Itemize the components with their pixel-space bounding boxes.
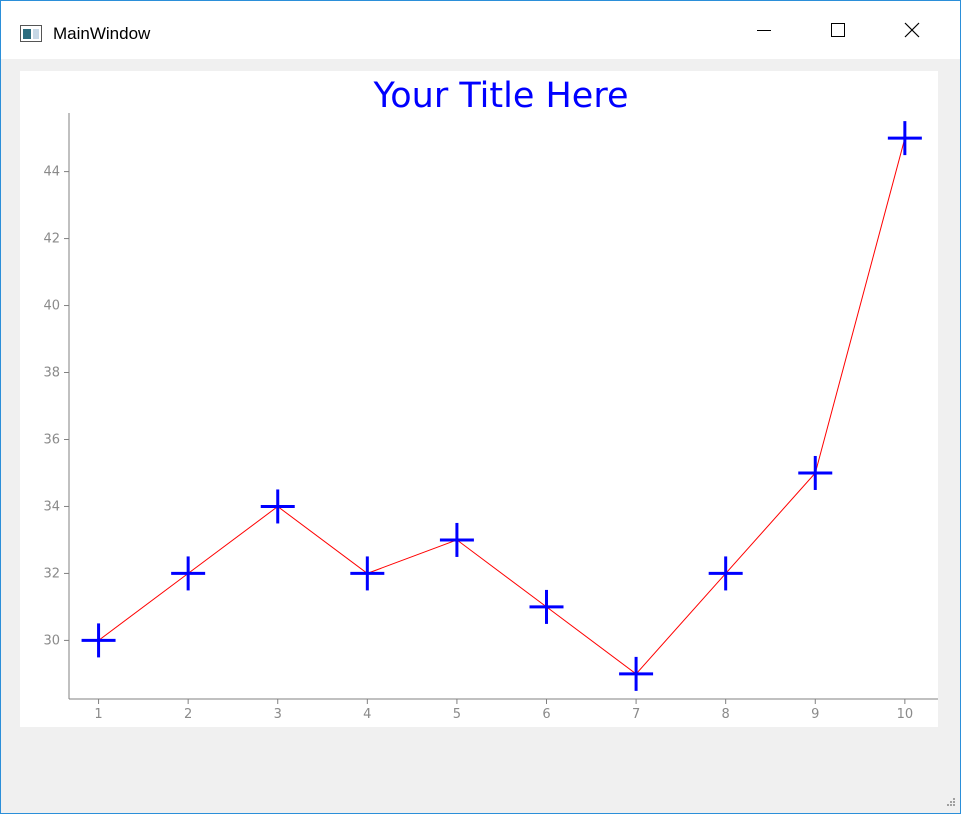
minimize-icon: [757, 30, 771, 31]
data-point-marker: [887, 121, 922, 156]
data-point-marker: [619, 656, 654, 691]
close-icon: [904, 22, 920, 38]
x-tick-label: 8: [722, 707, 730, 722]
y-tick-label: 42: [43, 232, 60, 247]
x-tick-label: 9: [811, 707, 819, 722]
x-tick-label: 3: [274, 707, 282, 722]
series-line: [98, 137, 906, 675]
y-tick-label: 30: [43, 633, 60, 648]
plot-widget[interactable]: 30 32 34 36 38 40 42 44 1 2 3 4 5 6 7 8 9 10 Your Title He…: [20, 71, 938, 727]
x-tick-label: 7: [632, 707, 640, 722]
maximize-button[interactable]: [801, 1, 875, 59]
x-tick-label: 1: [94, 707, 102, 722]
title-bar[interactable]: MainWindow: [1, 1, 960, 59]
minimize-button[interactable]: [727, 1, 801, 59]
x-tick-label: 2: [184, 707, 192, 722]
data-point-marker: [350, 556, 385, 591]
y-tick-label: 36: [43, 432, 60, 447]
data-point-marker: [529, 589, 564, 624]
y-tick-label: 44: [43, 165, 60, 180]
x-tick-label: 6: [542, 707, 550, 722]
data-point-marker: [708, 556, 743, 591]
x-tick-label: 4: [363, 707, 371, 722]
window-title: MainWindow: [53, 24, 151, 43]
data-point-marker: [260, 489, 295, 524]
app-window-icon: [20, 25, 42, 42]
data-point-marker: [439, 522, 474, 557]
x-tick-label: 5: [453, 707, 461, 722]
close-button[interactable]: [875, 1, 949, 59]
chart-title: Your Title Here: [373, 76, 629, 116]
data-point-marker: [171, 556, 206, 591]
resize-grip-icon[interactable]: [944, 797, 956, 809]
maximize-icon: [831, 23, 845, 37]
y-tick-label: 40: [43, 299, 60, 314]
data-point-marker: [81, 623, 116, 658]
x-tick-label: 10: [897, 707, 914, 722]
y-tick-label: 32: [43, 566, 60, 581]
y-tick-label: 34: [43, 499, 60, 514]
data-point-marker: [798, 455, 833, 490]
y-tick-label: 38: [43, 366, 60, 381]
